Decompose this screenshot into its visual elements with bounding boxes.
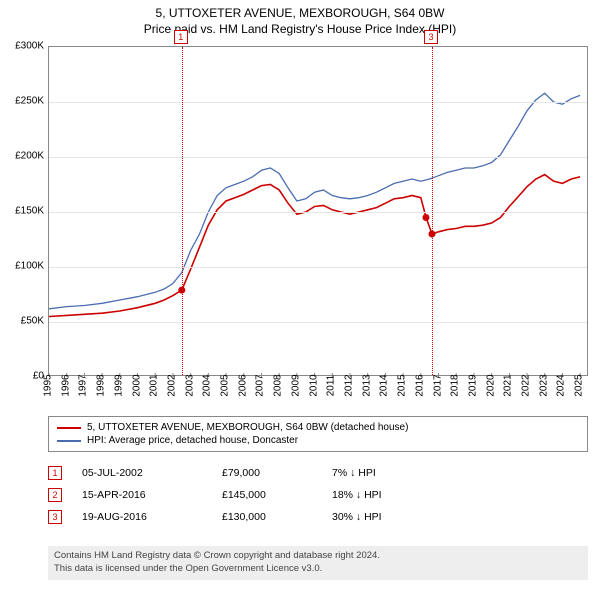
series-line-hpi xyxy=(49,93,580,309)
y-axis-label: £250K xyxy=(4,96,44,107)
sale-index-box: 3 xyxy=(48,510,62,524)
grid-line xyxy=(49,267,587,268)
sales-table: 1 05-JUL-2002 £79,000 7% ↓ HPI 2 15-APR-… xyxy=(48,462,588,528)
sale-price: £145,000 xyxy=(222,489,332,501)
x-axis-label: 2008 xyxy=(273,374,284,396)
legend: 5, UTTOXETER AVENUE, MEXBOROUGH, S64 0BW… xyxy=(48,416,588,452)
sale-delta: 18% ↓ HPI xyxy=(332,489,452,501)
table-row: 1 05-JUL-2002 £79,000 7% ↓ HPI xyxy=(48,462,588,484)
x-axis-label: 2009 xyxy=(290,374,301,396)
sale-index-box: 1 xyxy=(48,466,62,480)
x-axis-label: 2018 xyxy=(450,374,461,396)
footer-line2: This data is licensed under the Open Gov… xyxy=(54,563,582,576)
x-axis-label: 1998 xyxy=(96,374,107,396)
x-axis-label: 2007 xyxy=(255,374,266,396)
title-block: 5, UTTOXETER AVENUE, MEXBOROUGH, S64 0BW… xyxy=(0,0,600,36)
x-axis-label: 2023 xyxy=(538,374,549,396)
grid-line xyxy=(49,212,587,213)
sale-date: 05-JUL-2002 xyxy=(82,467,222,479)
legend-label: HPI: Average price, detached house, Donc… xyxy=(87,435,298,446)
sale-delta: 30% ↓ HPI xyxy=(332,511,452,523)
x-axis-label: 2017 xyxy=(432,374,443,396)
x-axis-label: 2015 xyxy=(397,374,408,396)
legend-swatch xyxy=(57,427,81,429)
x-axis-label: 1996 xyxy=(60,374,71,396)
sale-date: 15-APR-2016 xyxy=(82,489,222,501)
x-axis-label: 2014 xyxy=(379,374,390,396)
legend-row: 5, UTTOXETER AVENUE, MEXBOROUGH, S64 0BW… xyxy=(57,421,579,434)
sale-marker-line xyxy=(182,47,183,375)
x-axis-label: 2024 xyxy=(556,374,567,396)
x-axis-label: 2022 xyxy=(521,374,532,396)
x-axis-label: 2021 xyxy=(503,374,514,396)
sale-price: £130,000 xyxy=(222,511,332,523)
chart-plot-area xyxy=(48,46,588,376)
x-axis-label: 2002 xyxy=(166,374,177,396)
x-axis-label: 2016 xyxy=(414,374,425,396)
title-line1: 5, UTTOXETER AVENUE, MEXBOROUGH, S64 0BW xyxy=(0,6,600,20)
x-axis-label: 1999 xyxy=(113,374,124,396)
grid-line xyxy=(49,322,587,323)
y-axis-label: £100K xyxy=(4,261,44,272)
x-axis-label: 2003 xyxy=(184,374,195,396)
x-axis-label: 2020 xyxy=(485,374,496,396)
legend-swatch xyxy=(57,440,81,442)
x-axis-label: 1997 xyxy=(78,374,89,396)
footer: Contains HM Land Registry data © Crown c… xyxy=(48,546,588,580)
y-axis-label: £300K xyxy=(4,41,44,52)
series-line-property xyxy=(49,175,580,317)
sale-marker-box: 3 xyxy=(424,30,438,44)
footer-line1: Contains HM Land Registry data © Crown c… xyxy=(54,550,582,563)
sale-delta: 7% ↓ HPI xyxy=(332,467,452,479)
y-axis-label: £150K xyxy=(4,206,44,217)
y-axis-label: £50K xyxy=(4,316,44,327)
x-axis-label: 2005 xyxy=(220,374,231,396)
x-axis-label: 2025 xyxy=(574,374,585,396)
x-axis-label: 2011 xyxy=(326,375,337,397)
x-axis-label: 2010 xyxy=(308,374,319,396)
y-axis-label: £0 xyxy=(4,371,44,382)
table-row: 2 15-APR-2016 £145,000 18% ↓ HPI xyxy=(48,484,588,506)
x-axis-label: 1995 xyxy=(43,374,54,396)
grid-line xyxy=(49,157,587,158)
sale-point xyxy=(422,214,429,221)
sale-marker-box: 1 xyxy=(174,30,188,44)
x-axis-label: 2001 xyxy=(149,374,160,396)
sale-date: 19-AUG-2016 xyxy=(82,511,222,523)
legend-row: HPI: Average price, detached house, Donc… xyxy=(57,434,579,447)
sale-index-box: 2 xyxy=(48,488,62,502)
x-axis-label: 2012 xyxy=(343,374,354,396)
x-axis-label: 2006 xyxy=(237,374,248,396)
x-axis-label: 2013 xyxy=(361,374,372,396)
grid-line xyxy=(49,102,587,103)
table-row: 3 19-AUG-2016 £130,000 30% ↓ HPI xyxy=(48,506,588,528)
title-line2: Price paid vs. HM Land Registry's House … xyxy=(0,22,600,36)
x-axis-label: 2004 xyxy=(202,374,213,396)
chart-container: 5, UTTOXETER AVENUE, MEXBOROUGH, S64 0BW… xyxy=(0,0,600,590)
y-axis-label: £200K xyxy=(4,151,44,162)
legend-label: 5, UTTOXETER AVENUE, MEXBOROUGH, S64 0BW… xyxy=(87,422,408,433)
sale-price: £79,000 xyxy=(222,467,332,479)
x-axis-label: 2000 xyxy=(131,374,142,396)
x-axis-label: 2019 xyxy=(467,374,478,396)
sale-marker-line xyxy=(432,47,433,375)
